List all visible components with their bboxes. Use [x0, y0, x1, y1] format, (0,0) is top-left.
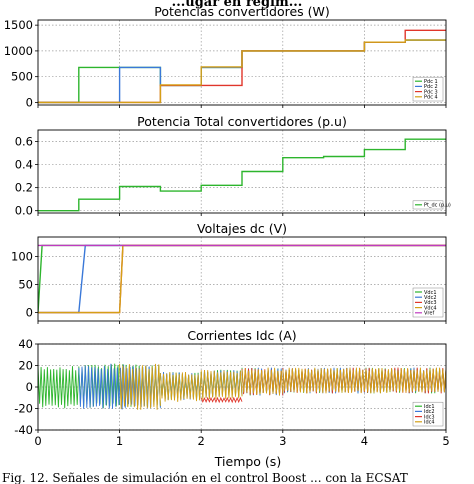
- legend-label: Pdc 4: [424, 95, 438, 101]
- series-band: [241, 367, 284, 396]
- series-idc4: [119, 363, 446, 410]
- y-tick-label: 100: [11, 250, 33, 264]
- series-band: [282, 367, 446, 394]
- y-tick-label: 50: [18, 278, 33, 292]
- legend-label: Pdc 2: [424, 84, 438, 90]
- series-band: [119, 363, 161, 410]
- y-tick-label: 0: [26, 95, 33, 109]
- series-vdc1: [38, 244, 446, 313]
- panel-1: Potencias convertidores (W) 0 500 1000 1500 P…: [4, 4, 447, 109]
- series-band: [78, 363, 125, 410]
- y-tick-label: 20: [18, 359, 33, 373]
- x-axis-label: Tiempo (s): [214, 454, 281, 469]
- panel-title: Voltajes dc (V): [197, 221, 287, 236]
- legend-label: Vdc2: [424, 295, 437, 301]
- legend-label: Idc4: [424, 420, 435, 426]
- panel-title: Potencia Total convertidores (p.u): [137, 114, 347, 129]
- legend-box: [412, 200, 444, 210]
- y-tick-label: 0.6: [15, 135, 33, 149]
- legend-label: Vdc4: [424, 305, 437, 311]
- series-band: [200, 369, 243, 400]
- y-tick-label: 0: [26, 306, 33, 320]
- panel-title: Corrientes Idc (A): [187, 328, 296, 343]
- plot-area: [38, 363, 446, 410]
- series-vdc2: [38, 244, 446, 314]
- x-tick-label: 2: [198, 434, 205, 448]
- y-tick-label: 500: [11, 70, 33, 84]
- legend: Pt_dc (p.u): [412, 200, 451, 210]
- legend-box: [412, 76, 444, 102]
- legend-label: Vdc3: [424, 300, 437, 306]
- legend-label: Idc1: [424, 404, 435, 410]
- series-pdc-4: [38, 39, 446, 104]
- y-tick-label: 0.0: [15, 204, 33, 218]
- y-tick-label: 0.4: [15, 158, 33, 172]
- legend-label: Vdc1: [424, 290, 437, 296]
- series-pt-dc-p-u-: [38, 138, 446, 212]
- plot-area: [38, 138, 446, 212]
- series-vdc4: [38, 244, 446, 314]
- legend-label: Vref: [424, 311, 434, 317]
- x-tick-label: 4: [361, 434, 368, 448]
- y-tick-label: -20: [14, 402, 33, 416]
- series-vdc3: [38, 244, 446, 314]
- x-tick-label: 3: [279, 434, 286, 448]
- y-tick-label: 1500: [4, 18, 33, 32]
- series-band: [200, 396, 243, 404]
- x-tick-label: 1: [116, 434, 123, 448]
- y-tick-label: 1000: [4, 44, 33, 58]
- x-tick-label: 0: [34, 434, 41, 448]
- panel-title: Potencias convertidores (W): [154, 4, 330, 19]
- plot-frame: [37, 129, 447, 214]
- series-band: [38, 365, 80, 409]
- series-band: [159, 371, 202, 402]
- y-tick-label: 40: [18, 337, 33, 351]
- plot-frame: [37, 19, 447, 106]
- y-tick-label: 0: [26, 380, 33, 394]
- panel-2: Potencia Total convertidores (p.u) 0.0 0.2…: [15, 114, 451, 218]
- y-tick-label: -40: [14, 423, 33, 437]
- legend-label: Pt_dc (p.u): [424, 203, 451, 209]
- figure-caption: Fig. 12. Señales de simulación en el con…: [2, 471, 408, 484]
- legend-label: Idc3: [424, 414, 435, 420]
- panel-3: Voltajes dc (V) 0 50 100 Vdc1Vdc2Vdc3Vdc4Vre…: [11, 221, 447, 324]
- x-tick-label: 5: [442, 434, 449, 448]
- legend-label: Idc2: [424, 409, 435, 415]
- legend-box: [412, 401, 444, 427]
- panels: Potencias convertidores (W)050010001500P…: [4, 4, 451, 448]
- plot-area: [38, 29, 446, 104]
- plot-frame: [37, 236, 447, 322]
- legend-label: Pdc 3: [424, 89, 438, 95]
- y-tick-label: 0.2: [15, 181, 33, 195]
- header-fragment: ...ugar en régim...: [172, 0, 303, 10]
- legend-label: Pdc 1: [424, 79, 438, 85]
- plot-area: [38, 244, 446, 314]
